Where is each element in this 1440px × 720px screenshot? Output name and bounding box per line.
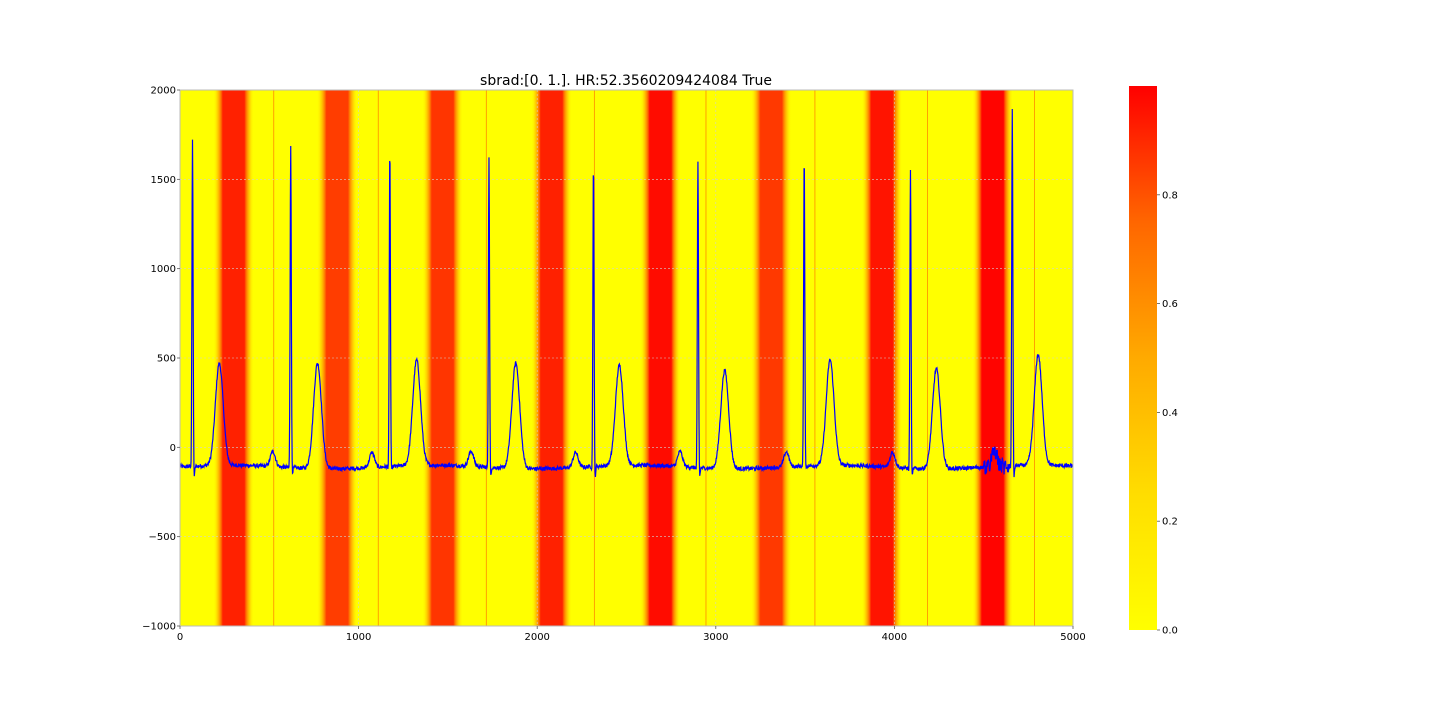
ecg-series-line <box>180 109 1073 478</box>
plot-area <box>179 89 1074 627</box>
x-tick-label: 2000 <box>524 632 549 643</box>
colorbar-tick-label: 0.4 <box>1162 408 1178 419</box>
colorbar-tick-label: 0.0 <box>1162 626 1178 637</box>
x-tick-label: 3000 <box>703 632 728 643</box>
x-tick-label: 1000 <box>346 632 371 643</box>
colorbar-tick-label: 0.8 <box>1162 190 1178 201</box>
colorbar-tick-label: 0.6 <box>1162 299 1178 310</box>
x-tick-label: 4000 <box>882 632 907 643</box>
chart-title: sbrad:[0. 1.]. HR:52.3560209424084 True <box>480 73 772 89</box>
y-axis: −1000 −500 0 500 1000 1500 2000 <box>142 86 180 633</box>
colorbar: 0.0 0.2 0.4 0.6 0.8 <box>1129 86 1178 637</box>
colorbar-axis: 0.0 0.2 0.4 0.6 0.8 <box>1157 190 1178 637</box>
gridlines <box>180 90 1073 626</box>
y-tick-label: 1000 <box>151 264 176 275</box>
x-tick-label: 5000 <box>1060 632 1085 643</box>
colorbar-tick-label: 0.2 <box>1162 517 1178 528</box>
y-tick-label: 500 <box>157 354 176 365</box>
y-tick-label: 1500 <box>151 175 176 186</box>
colorbar-scale <box>1129 86 1157 630</box>
y-tick-label: 0 <box>170 443 176 454</box>
y-tick-label: −500 <box>149 532 176 543</box>
y-tick-label: −1000 <box>142 622 176 633</box>
y-tick-label: 2000 <box>151 86 176 97</box>
x-axis: 0 1000 2000 3000 4000 5000 <box>177 626 1086 643</box>
x-tick-label: 0 <box>177 632 183 643</box>
